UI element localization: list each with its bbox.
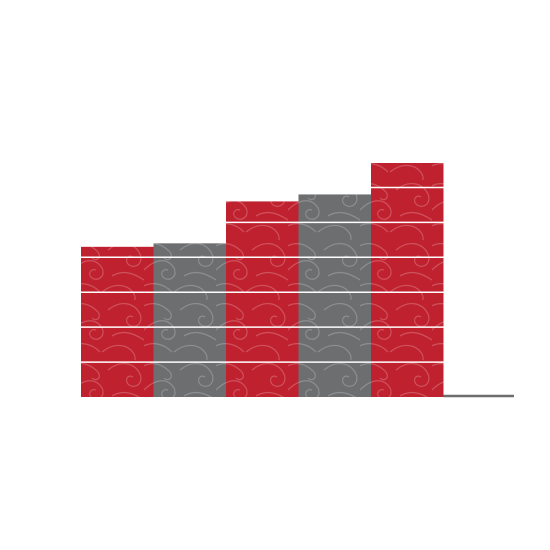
bars-group xyxy=(81,163,444,397)
overlay-group xyxy=(81,186,514,398)
bar-5-texture xyxy=(371,163,444,397)
bar-3-texture xyxy=(226,201,299,397)
bar-2-texture xyxy=(153,243,226,397)
bar-1-texture xyxy=(81,246,154,397)
bar-4-texture xyxy=(298,194,371,397)
